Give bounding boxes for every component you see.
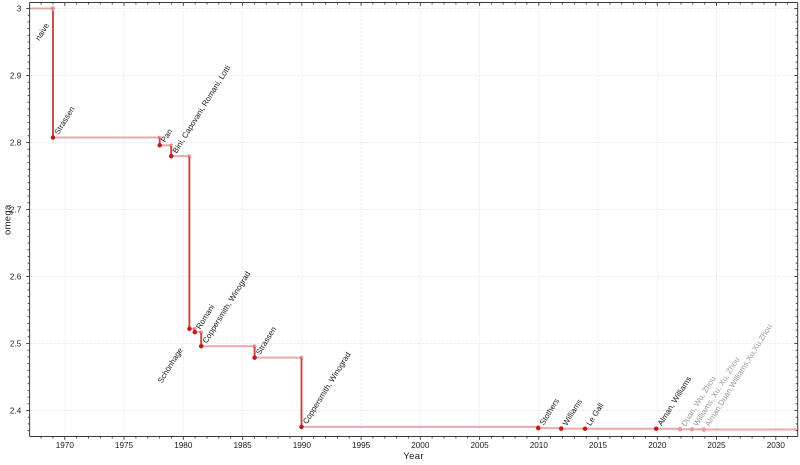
svg-text:1995: 1995 bbox=[352, 441, 371, 450]
svg-text:Year: Year bbox=[403, 450, 424, 460]
svg-text:2.9: 2.9 bbox=[10, 71, 22, 80]
svg-text:1975: 1975 bbox=[115, 441, 134, 450]
svg-text:2010: 2010 bbox=[530, 441, 549, 450]
svg-text:1985: 1985 bbox=[233, 441, 252, 450]
svg-text:2000: 2000 bbox=[411, 441, 430, 450]
svg-text:1990: 1990 bbox=[293, 441, 312, 450]
svg-text:2.6: 2.6 bbox=[10, 272, 22, 281]
svg-text:2025: 2025 bbox=[707, 441, 726, 450]
svg-text:3: 3 bbox=[17, 4, 22, 13]
svg-text:2.5: 2.5 bbox=[10, 339, 22, 348]
svg-text:omega: omega bbox=[1, 204, 12, 235]
svg-text:2030: 2030 bbox=[767, 441, 786, 450]
svg-text:2.7: 2.7 bbox=[10, 205, 22, 214]
svg-text:2015: 2015 bbox=[589, 441, 608, 450]
svg-text:2.4: 2.4 bbox=[10, 406, 22, 415]
svg-text:2005: 2005 bbox=[470, 441, 489, 450]
svg-text:2020: 2020 bbox=[648, 441, 667, 450]
svg-text:1970: 1970 bbox=[56, 441, 75, 450]
svg-text:2.8: 2.8 bbox=[10, 138, 22, 147]
svg-text:1980: 1980 bbox=[174, 441, 193, 450]
